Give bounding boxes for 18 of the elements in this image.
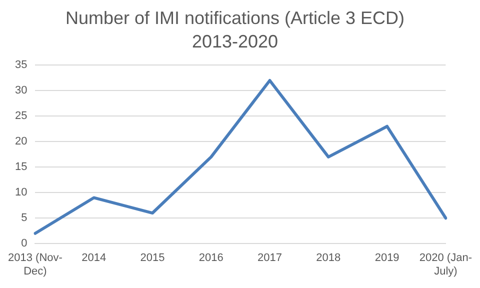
chart-title: Number of IMI notifications (Article 3 ECD) bbox=[65, 8, 405, 28]
y-tick-label: 15 bbox=[14, 161, 28, 174]
y-tick-label: 25 bbox=[14, 110, 28, 122]
chart-subtitle: 2013-2020 bbox=[192, 31, 278, 52]
y-tick-label: 10 bbox=[14, 186, 28, 199]
x-tick-label: 2019 bbox=[374, 252, 400, 264]
y-tick-label: 20 bbox=[14, 136, 28, 148]
y-tick-label: 30 bbox=[14, 84, 28, 97]
y-tick-label: 5 bbox=[21, 212, 28, 224]
x-tick-label: 2013 (Nov-Dec) bbox=[8, 252, 63, 278]
y-tick-label: 35 bbox=[14, 59, 28, 72]
x-tick-label: 2015 bbox=[140, 252, 165, 264]
y-tick-label: 0 bbox=[21, 238, 28, 250]
x-tick-label: 2020 (Jan-July) bbox=[419, 252, 472, 278]
x-tick-label: 2017 bbox=[258, 252, 282, 264]
x-tick-label: 2016 bbox=[198, 252, 224, 264]
x-tick-label: 2014 bbox=[82, 252, 106, 264]
x-tick-label: 2018 bbox=[316, 252, 341, 264]
